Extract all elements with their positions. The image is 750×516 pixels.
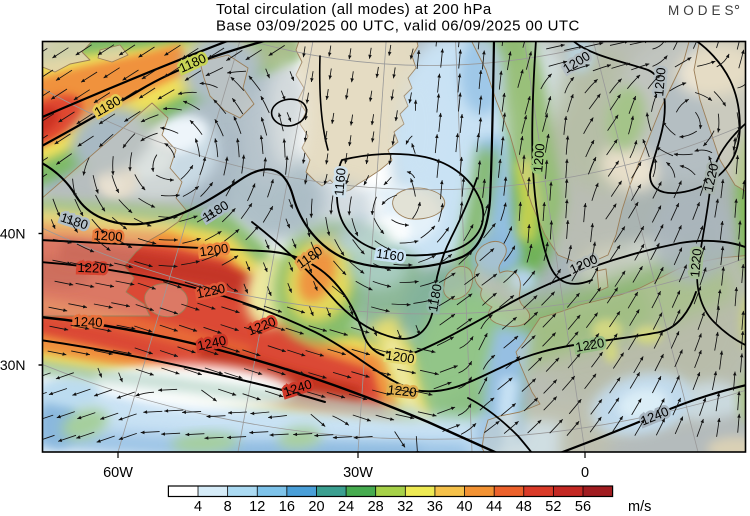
svg-text:16: 16 <box>279 499 295 515</box>
svg-text:Total circulation (all modes): Total circulation (all modes) at 200 hPa <box>216 1 492 18</box>
svg-text:20: 20 <box>308 499 324 515</box>
svg-text:52: 52 <box>545 499 561 515</box>
svg-text:48: 48 <box>516 499 532 515</box>
svg-text:1240: 1240 <box>73 314 102 330</box>
svg-text:24: 24 <box>338 499 354 515</box>
svg-text:30N: 30N <box>0 357 26 373</box>
svg-text:8: 8 <box>224 499 232 515</box>
svg-text:30W: 30W <box>343 465 373 481</box>
svg-text:1220: 1220 <box>387 382 417 400</box>
svg-text:1160: 1160 <box>331 167 348 196</box>
svg-text:32: 32 <box>397 499 413 515</box>
svg-text:0: 0 <box>581 465 589 481</box>
svg-text:44: 44 <box>486 499 502 515</box>
svg-text:1200: 1200 <box>651 67 668 97</box>
svg-text:1200: 1200 <box>93 227 123 244</box>
svg-text:12: 12 <box>249 499 265 515</box>
svg-text:28: 28 <box>368 499 384 515</box>
svg-text:Base 03/09/2025 00 UTC, valid: Base 03/09/2025 00 UTC, valid 06/09/2025… <box>216 18 580 35</box>
svg-text:1220: 1220 <box>77 260 106 276</box>
svg-text:4: 4 <box>194 499 202 515</box>
svg-text:1160: 1160 <box>375 246 405 265</box>
svg-text:1200: 1200 <box>198 241 229 260</box>
svg-text:1200: 1200 <box>530 143 547 173</box>
svg-text:m/s: m/s <box>628 499 651 515</box>
svg-text:40: 40 <box>456 499 472 515</box>
svg-text:36: 36 <box>427 499 443 515</box>
svg-text:1220: 1220 <box>687 248 704 278</box>
svg-text:60W: 60W <box>103 465 133 481</box>
svg-text:40N: 40N <box>0 226 26 242</box>
svg-text:MODES: MODES <box>668 3 738 18</box>
svg-text:56: 56 <box>575 499 591 515</box>
